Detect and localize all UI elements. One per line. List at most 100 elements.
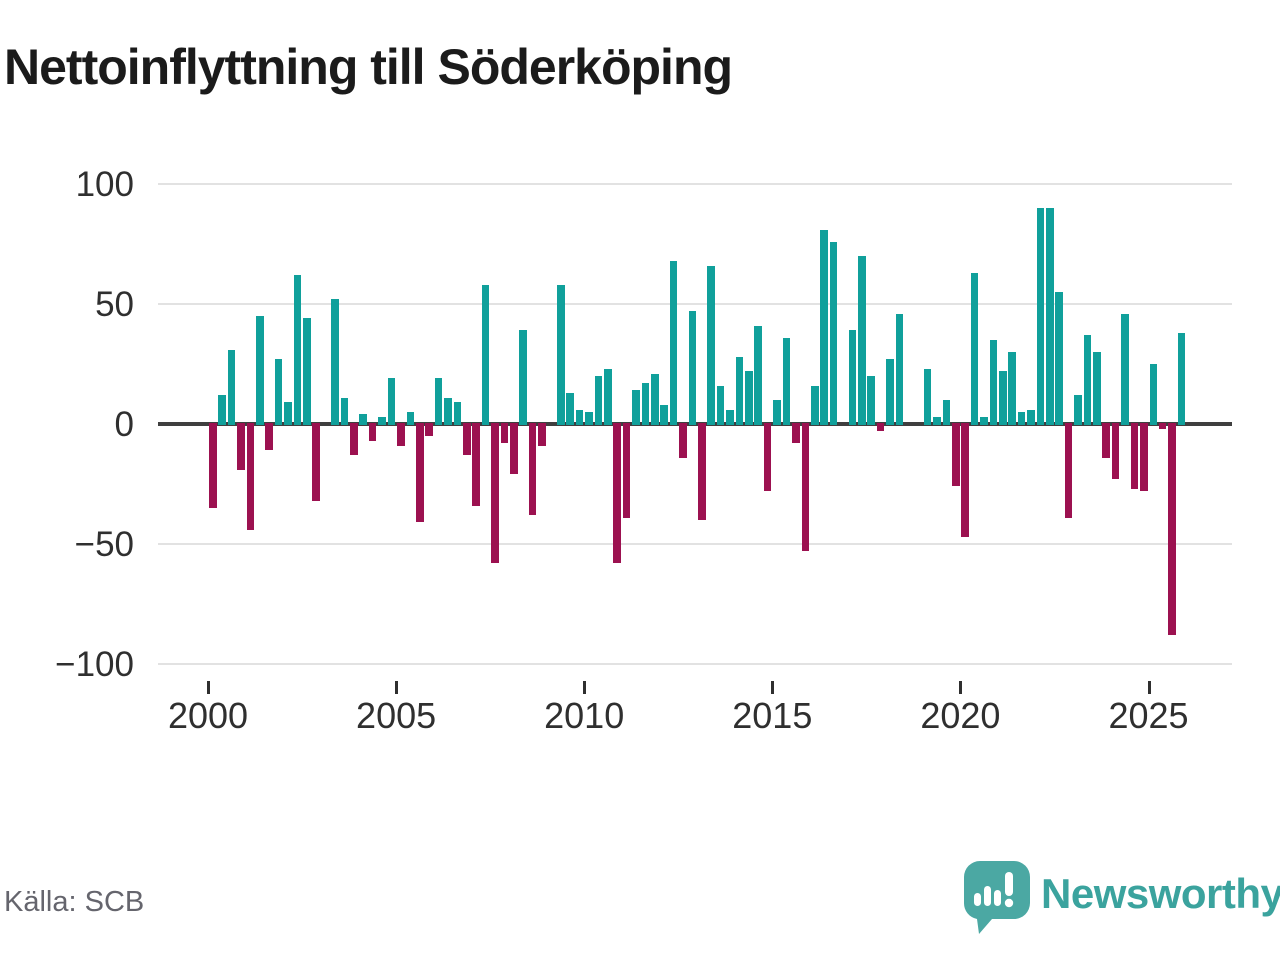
bar-2020-Q4 (989, 340, 998, 425)
x-axis-label-2000: 2000 (167, 695, 249, 736)
bar-2005-Q1 (397, 423, 405, 446)
bar-2013-Q3 (716, 385, 725, 425)
bar-2002-Q3 (303, 318, 311, 425)
x-axis-label-2015: 2015 (732, 695, 813, 736)
bar-2006-Q1 (434, 378, 443, 425)
bar-2010-Q2 (594, 376, 603, 425)
gridline-y-100 (158, 183, 1232, 185)
bar-2015-Q4 (801, 423, 810, 552)
bar-2020-Q3 (980, 416, 988, 425)
x-axis-tick-2020 (959, 681, 963, 694)
bar-2013-Q1 (698, 423, 706, 520)
bar-2002-Q1 (284, 402, 292, 425)
bar-2016-Q2 (820, 229, 828, 425)
bar-2013-Q2 (707, 265, 716, 425)
y-axis-label--100: −100 (55, 645, 134, 684)
bar-2009-Q3 (566, 392, 574, 425)
bar-2006-Q2 (444, 397, 452, 425)
bar-2025-Q4 (1177, 332, 1186, 425)
bar-2006-Q4 (462, 423, 471, 456)
bar-2012-Q2 (669, 260, 678, 425)
bar-2008-Q2 (519, 330, 527, 425)
bar-2004-Q4 (387, 378, 396, 425)
bar-2017-Q4 (876, 423, 885, 432)
bar-2025-Q2 (1158, 423, 1167, 429)
bar-2025-Q3 (1168, 423, 1176, 636)
y-axis-label-0: 0 (114, 405, 134, 444)
bar-2003-Q2 (331, 299, 339, 425)
bar-2005-Q4 (425, 423, 433, 436)
bar-2010-Q1 (585, 412, 593, 425)
bar-2001-Q1 (246, 423, 255, 530)
y-axis-label-50: 50 (95, 285, 134, 324)
bar-2018-Q2 (895, 313, 904, 425)
bar-2023-Q2 (1083, 335, 1092, 425)
x-axis-label-2025: 2025 (1108, 695, 1189, 736)
bar-2002-Q2 (293, 275, 302, 425)
bar-2018-Q1 (886, 359, 894, 425)
bar-2017-Q1 (848, 330, 857, 425)
gridline-y--100 (158, 663, 1232, 665)
bar-2024-Q1 (1111, 423, 1120, 480)
bar-2012-Q4 (688, 311, 697, 425)
bar-2009-Q4 (575, 409, 584, 425)
bar-2007-Q2 (481, 284, 490, 425)
bar-2022-Q1 (1036, 208, 1045, 425)
bar-2022-Q2 (1046, 208, 1054, 425)
x-axis-tick-2025 (1147, 681, 1151, 694)
bar-2000-Q1 (209, 423, 217, 508)
x-axis-label-2020: 2020 (920, 695, 1001, 736)
bar-2009-Q2 (556, 284, 565, 425)
bar-2008-Q4 (538, 423, 546, 446)
bar-2014-Q3 (754, 325, 763, 425)
bar-2020-Q2 (970, 272, 979, 425)
bar-2020-Q1 (961, 423, 969, 537)
bar-2023-Q4 (1102, 423, 1111, 458)
bar-2019-Q4 (951, 423, 960, 487)
gridline-y--50 (158, 543, 1232, 545)
x-axis-label-2005: 2005 (356, 695, 437, 736)
bar-2011-Q3 (641, 383, 650, 425)
bar-2014-Q2 (745, 371, 753, 425)
bar-2011-Q1 (622, 423, 631, 518)
bar-2014-Q4 (763, 423, 772, 492)
newsworthy-logo: Newsworthy (963, 860, 1280, 936)
bar-2003-Q3 (340, 397, 349, 425)
bar-2001-Q3 (265, 423, 274, 451)
bar-2003-Q4 (350, 423, 358, 456)
x-axis-label-2010: 2010 (544, 695, 625, 736)
bar-2005-Q2 (406, 412, 415, 425)
y-axis-label-100: 100 (75, 165, 134, 204)
x-axis-tick-2005 (395, 681, 399, 694)
bar-2019-Q3 (942, 400, 951, 425)
bar-2004-Q1 (359, 414, 368, 425)
bar-2017-Q2 (857, 256, 866, 425)
bar-2021-Q2 (1008, 352, 1017, 425)
bar-2017-Q3 (867, 376, 875, 425)
bar-2008-Q1 (509, 423, 518, 475)
x-axis-tick-2015 (771, 681, 775, 694)
bar-2012-Q1 (660, 404, 669, 425)
bar-2019-Q1 (923, 368, 932, 425)
bar-2000-Q4 (237, 423, 245, 470)
bar-2007-Q3 (491, 423, 499, 564)
bar-2011-Q4 (651, 373, 659, 425)
bar-2015-Q3 (792, 423, 800, 444)
gridline-y-50 (158, 303, 1232, 305)
chart-title: Nettoinflyttning till Söderköping (4, 39, 733, 95)
bar-2010-Q3 (604, 368, 612, 425)
bar-2004-Q3 (378, 416, 386, 425)
bar-2015-Q2 (782, 337, 791, 425)
bar-chart-plot-area: 100 50 0 −50 −100 2000 2005 2010 2015 2020 2025 (55, 165, 1232, 736)
bar-2022-Q4 (1064, 423, 1073, 518)
bar-2023-Q1 (1074, 395, 1082, 425)
bar-2006-Q3 (453, 402, 462, 425)
bar-2011-Q2 (632, 390, 640, 425)
bar-2001-Q2 (256, 316, 264, 425)
bar-2000-Q2 (218, 395, 226, 425)
bar-2023-Q3 (1093, 352, 1101, 425)
bar-2007-Q1 (472, 423, 480, 506)
x-axis-tick-2010 (583, 681, 587, 694)
bar-2013-Q4 (726, 409, 734, 425)
